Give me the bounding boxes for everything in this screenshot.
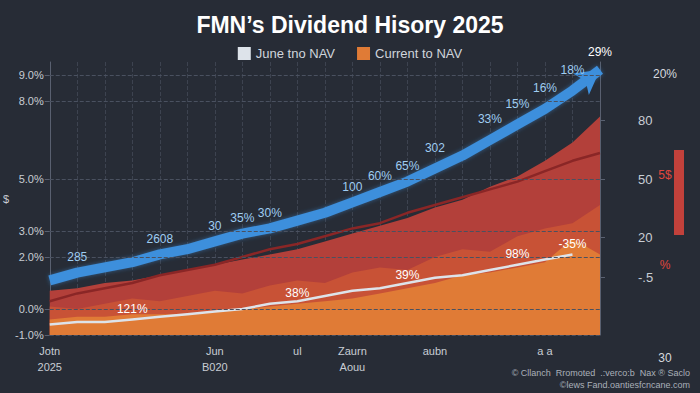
svg-text:18%: 18%: [560, 63, 584, 77]
svg-text:121%: 121%: [117, 302, 148, 316]
svg-text:98%: 98%: [505, 247, 529, 261]
svg-text:16%: 16%: [533, 81, 557, 95]
svg-text:29%: 29%: [588, 45, 612, 59]
svg-text:5$: 5$: [658, 168, 672, 182]
svg-text:2608: 2608: [146, 232, 173, 246]
svg-text:30%: 30%: [258, 206, 282, 220]
svg-text:FMN’s Dividend Hisory 2025: FMN’s Dividend Hisory 2025: [196, 12, 503, 38]
svg-text:B020: B020: [202, 361, 228, 373]
svg-text:100: 100: [342, 180, 362, 194]
svg-text:20%: 20%: [653, 67, 677, 81]
svg-text:9.0%: 9.0%: [19, 69, 44, 81]
svg-text:15%: 15%: [505, 97, 529, 111]
svg-text:35%: 35%: [230, 211, 254, 225]
svg-text:60%: 60%: [368, 169, 392, 183]
svg-text:2025: 2025: [38, 361, 62, 373]
svg-text:Aouu: Aouu: [340, 361, 366, 373]
svg-text:Zaurn: Zaurn: [338, 345, 367, 357]
svg-text:-1.0%: -1.0%: [15, 329, 44, 341]
svg-text:© Cllanch Rromoted .:verco:b: © Cllanch Rromoted .:verco:b Nax ® Saclo: [512, 368, 690, 378]
svg-text:30: 30: [658, 351, 672, 365]
svg-text:20: 20: [638, 230, 652, 245]
svg-text:65%: 65%: [395, 159, 419, 173]
svg-text:-.5: -.5: [638, 270, 653, 285]
svg-text:302: 302: [425, 141, 445, 155]
svg-text:$: $: [3, 193, 9, 205]
svg-text:ul: ul: [293, 345, 302, 357]
svg-text:285: 285: [67, 250, 87, 264]
svg-text:June tno NAV: June tno NAV: [256, 46, 336, 61]
svg-text:33%: 33%: [478, 112, 502, 126]
svg-text:2.0%: 2.0%: [19, 251, 44, 263]
svg-text:39%: 39%: [395, 268, 419, 282]
svg-text:50: 50: [638, 172, 652, 187]
svg-text:a a: a a: [537, 345, 553, 357]
svg-text:Jun: Jun: [206, 345, 224, 357]
svg-text:-35%: -35%: [558, 237, 586, 251]
svg-text:0.0%: 0.0%: [19, 303, 44, 315]
svg-text:30: 30: [208, 219, 222, 233]
svg-text:80: 80: [638, 113, 652, 128]
svg-text:8.0%: 8.0%: [19, 95, 44, 107]
svg-text:5.0%: 5.0%: [19, 173, 44, 185]
svg-text:%: %: [660, 258, 671, 272]
svg-text:aubn: aubn: [423, 345, 447, 357]
svg-text:Current to NAV: Current to NAV: [375, 46, 463, 61]
svg-text:©lews Fand.oantiesfcncane.com: ©lews Fand.oantiesfcncane.com: [560, 380, 690, 390]
svg-text:38%: 38%: [285, 286, 309, 300]
svg-text:Jotn: Jotn: [39, 345, 60, 357]
svg-text:3.0%: 3.0%: [19, 225, 44, 237]
